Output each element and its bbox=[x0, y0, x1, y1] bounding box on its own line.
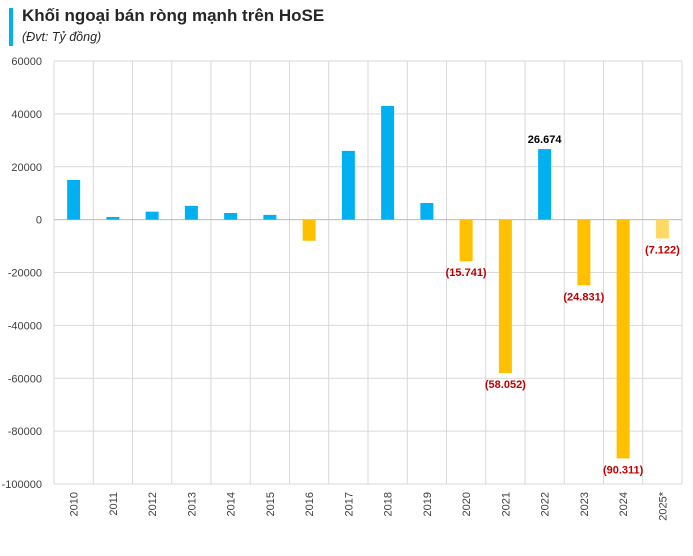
y-tick-label: 20000 bbox=[11, 162, 42, 174]
x-tick-label: 2020 bbox=[461, 492, 473, 516]
x-tick-label: 2010 bbox=[69, 492, 81, 516]
bar bbox=[302, 219, 316, 241]
bar bbox=[420, 202, 434, 220]
x-tick-label: 2022 bbox=[540, 492, 552, 516]
bar bbox=[341, 150, 355, 220]
x-tick-label: 2024 bbox=[618, 492, 630, 516]
bar bbox=[67, 179, 81, 220]
y-tick-label: -60000 bbox=[8, 373, 42, 385]
x-tick-label: 2017 bbox=[343, 492, 355, 516]
data-label: 26.674 bbox=[528, 134, 563, 146]
bar bbox=[263, 214, 277, 220]
y-tick-label: -80000 bbox=[8, 426, 42, 438]
x-tick-label: 2016 bbox=[304, 492, 316, 516]
bar bbox=[616, 219, 630, 459]
y-tick-label: 0 bbox=[36, 215, 42, 227]
data-label: (90.311) bbox=[603, 464, 644, 476]
x-tick-label: 2013 bbox=[186, 492, 198, 516]
x-tick-label: 2014 bbox=[226, 492, 238, 516]
y-tick-label: -100000 bbox=[2, 479, 42, 491]
bar bbox=[538, 149, 552, 220]
bar bbox=[381, 105, 395, 220]
y-tick-label: -20000 bbox=[8, 268, 42, 280]
y-tick-label: -40000 bbox=[8, 320, 42, 332]
x-tick-label: 2025* bbox=[657, 491, 669, 520]
bar bbox=[224, 213, 238, 220]
x-tick-label: 2015 bbox=[265, 492, 277, 516]
x-tick-label: 2019 bbox=[422, 492, 434, 516]
x-tick-label: 2012 bbox=[147, 492, 159, 516]
bar bbox=[459, 219, 473, 262]
bar bbox=[106, 216, 120, 220]
x-tick-label: 2021 bbox=[500, 492, 512, 516]
title-accent-bar bbox=[9, 8, 13, 46]
bar bbox=[655, 219, 669, 239]
y-tick-label: 40000 bbox=[11, 109, 42, 121]
x-tick-label: 2018 bbox=[383, 492, 395, 516]
data-label: (7.122) bbox=[645, 244, 680, 256]
bar bbox=[498, 219, 512, 374]
y-tick-label: 60000 bbox=[11, 56, 42, 68]
x-tick-label: 2023 bbox=[579, 492, 591, 516]
x-tick-label: 2011 bbox=[108, 492, 120, 516]
bar bbox=[577, 219, 591, 286]
chart-title: Khối ngoại bán ròng mạnh trên HoSE bbox=[22, 6, 325, 25]
data-label: (58.052) bbox=[485, 379, 526, 391]
data-label: (24.831) bbox=[563, 291, 604, 303]
bar bbox=[184, 205, 198, 220]
chart-subtitle: (Đvt: Tỷ đồng) bbox=[22, 30, 102, 44]
bar bbox=[145, 211, 159, 220]
data-label: (15.741) bbox=[446, 267, 487, 279]
